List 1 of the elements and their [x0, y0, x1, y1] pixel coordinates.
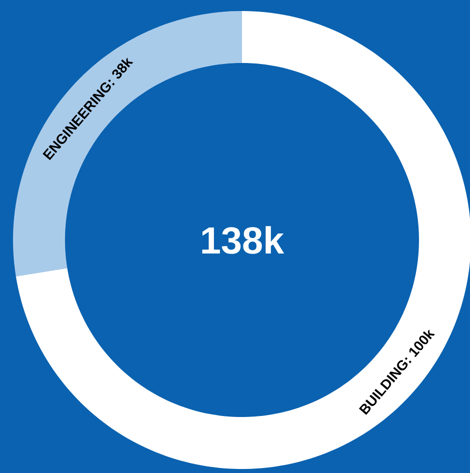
text: 138k: [202, 226, 284, 254]
